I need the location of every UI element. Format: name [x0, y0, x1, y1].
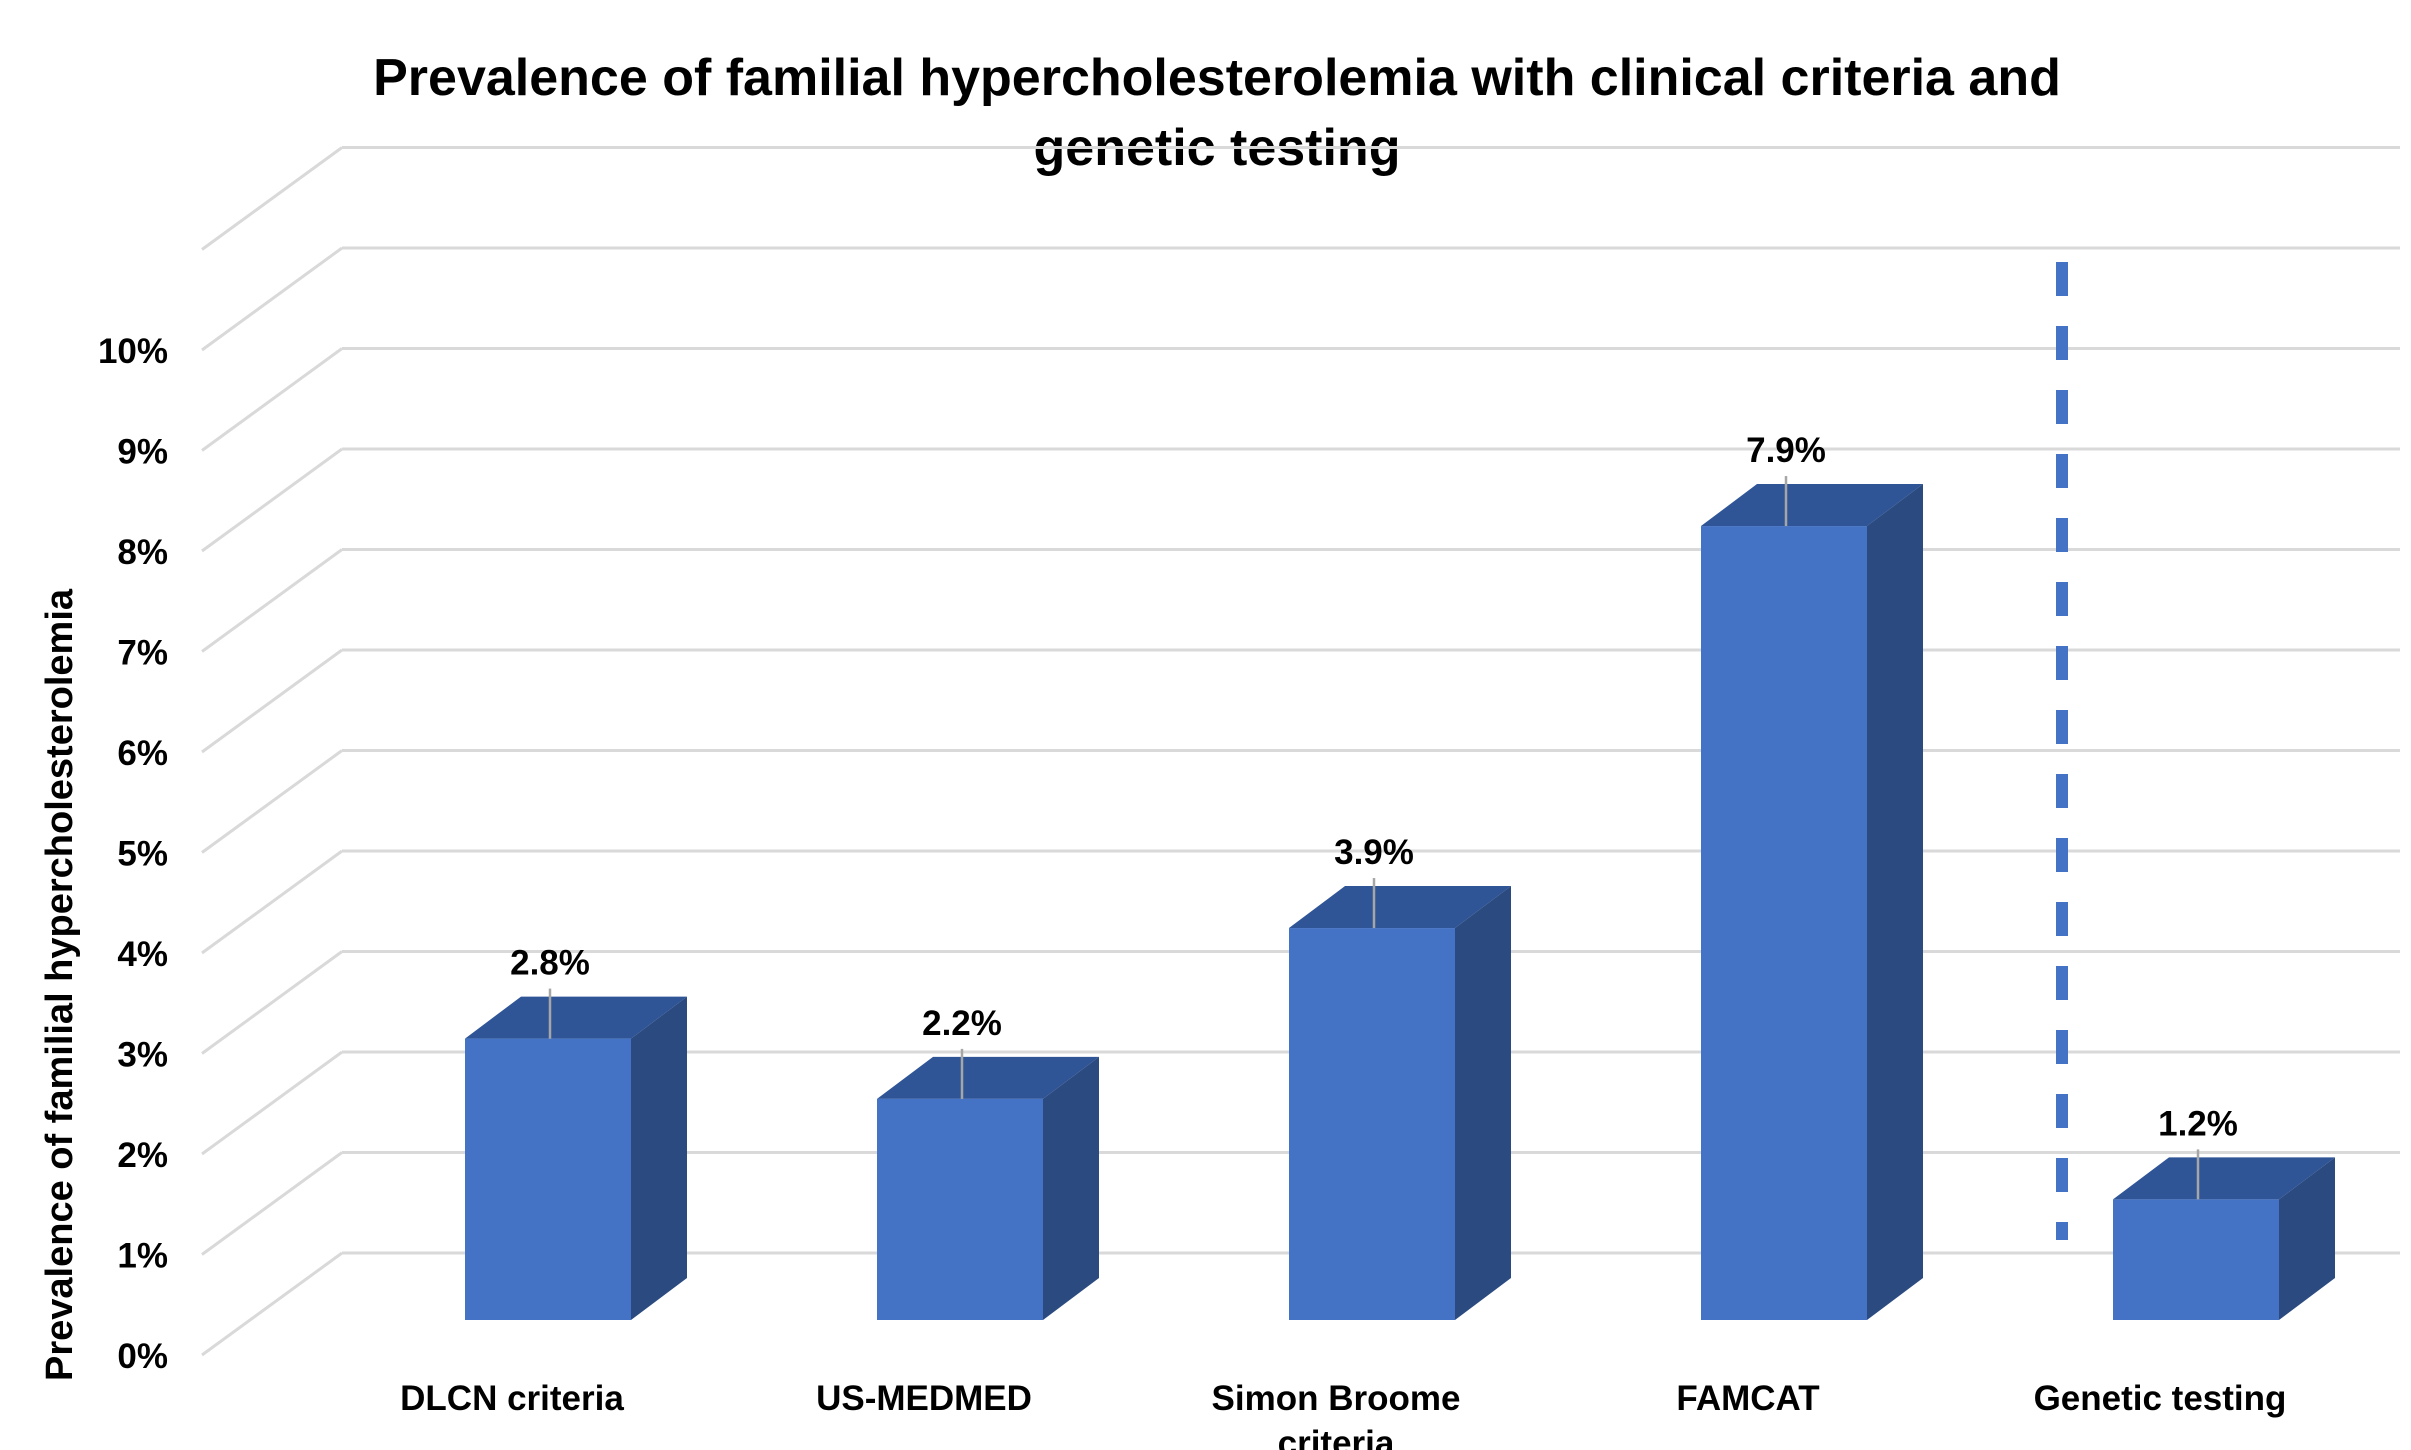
- chart-title-line-1: Prevalence of familial hypercholesterole…: [373, 49, 2061, 107]
- y-tick-label: 1%: [117, 1237, 168, 1276]
- bar-side: [1455, 886, 1511, 1320]
- y-axis-label: Prevalence of familial hypercholesterole…: [39, 588, 81, 1381]
- bar-3: 7.9%: [1701, 431, 1923, 1320]
- gridline-diagonal: [201, 548, 343, 653]
- x-category-label: criteria: [1278, 1424, 1395, 1450]
- bar-0: 2.8%: [465, 944, 687, 1320]
- y-tick-label: 6%: [117, 734, 168, 773]
- x-axis-categories: DLCN criteria US-MEDMED Simon Broome criter…: [400, 1379, 2286, 1450]
- gridline-diagonal: [201, 1050, 343, 1156]
- gridline-diagonal: [201, 246, 343, 352]
- bar-top: [1701, 484, 1923, 527]
- bar-front: [1701, 526, 1867, 1320]
- gridline-diagonal: [201, 146, 343, 251]
- bar-2: 3.9%: [1289, 833, 1511, 1320]
- bar-top: [2113, 1157, 2335, 1200]
- x-category-label: Genetic testing: [2034, 1379, 2287, 1418]
- bar-top: [465, 996, 687, 1039]
- y-tick-label: 3%: [117, 1036, 168, 1075]
- data-label: 7.9%: [1746, 431, 1826, 470]
- bar-side: [1867, 484, 1923, 1320]
- gridline-diagonal: [201, 347, 343, 452]
- bar-top: [1289, 886, 1511, 929]
- bar-front: [2113, 1199, 2279, 1320]
- gridline-diagonal: [201, 1251, 343, 1357]
- x-category-label: US-MEDMED: [816, 1379, 1032, 1418]
- data-label: 1.2%: [2158, 1104, 2238, 1143]
- bar-side: [1043, 1056, 1099, 1320]
- data-label: 2.8%: [510, 944, 590, 983]
- y-tick-label: 5%: [117, 835, 168, 874]
- y-tick-label: 9%: [117, 433, 168, 472]
- bar-top: [877, 1056, 1099, 1099]
- gridline-diagonal: [201, 1151, 343, 1256]
- y-axis-ticks: 0% 1% 2% 3% 4% 5% 6% 7% 8% 9% 10%: [98, 332, 168, 1376]
- bar-front: [465, 1038, 631, 1320]
- x-category-label: FAMCAT: [1676, 1379, 1819, 1418]
- gridline-diagonal: [201, 849, 343, 955]
- x-category-label: Simon Broome: [1212, 1379, 1461, 1418]
- bar-side: [2279, 1157, 2335, 1320]
- bar-1: 2.2%: [877, 1004, 1099, 1320]
- y-tick-label: 2%: [117, 1136, 168, 1175]
- bar-side: [631, 996, 687, 1320]
- gridline-diagonal: [201, 648, 343, 754]
- gridline-diagonal: [201, 950, 343, 1055]
- gridline-diagonal: [201, 447, 343, 553]
- y-tick-label: 7%: [117, 634, 168, 673]
- bar-front: [1289, 928, 1455, 1320]
- gridline-diagonal: [201, 749, 343, 854]
- y-tick-label: 10%: [98, 332, 168, 371]
- y-tick-label: 8%: [117, 533, 168, 572]
- bar-4: 1.2%: [2113, 1104, 2335, 1320]
- data-label: 2.2%: [922, 1004, 1002, 1043]
- bars: 2.8% 2.2% 3.9% 7.9% 1.2%: [465, 262, 2335, 1320]
- y-tick-label: 0%: [117, 1337, 168, 1376]
- bar-front: [877, 1098, 1043, 1320]
- y-tick-label: 4%: [117, 935, 168, 974]
- data-label: 3.9%: [1334, 833, 1414, 872]
- x-category-label: DLCN criteria: [400, 1379, 624, 1418]
